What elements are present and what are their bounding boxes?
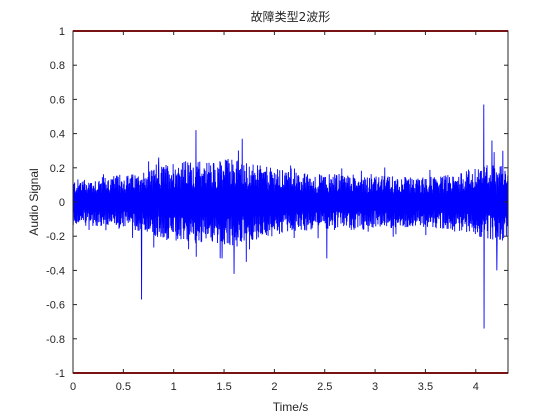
x-tick-label: 2.5 [317,381,332,393]
y-tick-label: 0 [59,197,65,209]
signal-layer [72,104,509,329]
x-tick-label: 3 [372,381,378,393]
x-tick-label: 0.5 [116,381,131,393]
x-tick-label: 2 [271,381,277,393]
chart-title: 故障类型2波形 [251,9,331,24]
x-tick-label: 0 [70,381,76,393]
x-tick-label: 4 [473,381,479,393]
y-tick-label: 0.6 [50,94,65,106]
y-tick-label: 0.8 [50,60,65,72]
x-axis-ticks: 0 0.5 1 1.5 2 2.5 3 3.5 4 [70,31,479,393]
y-tick-label: -0.2 [46,231,65,243]
y-tick-label: -1 [55,368,65,380]
x-tick-label: 1 [171,381,177,393]
y-tick-label: 0.2 [50,163,65,175]
y-tick-label: 1 [59,26,65,38]
x-tick-label: 3.5 [418,381,433,393]
audio-signal-line [72,104,509,329]
y-axis-ticks: -1 -0.8 -0.6 -0.4 -0.2 0 0.2 0.4 0.6 0.8 1 [46,26,508,380]
x-tick-label: 1.5 [216,381,231,393]
y-tick-label: -0.8 [46,334,65,346]
x-axis-label: Time/s [273,400,309,414]
y-tick-label: -0.6 [46,300,65,312]
y-axis-label: Audio Signal [27,168,41,235]
y-tick-label: 0.4 [50,129,65,141]
y-tick-label: -0.4 [46,265,65,277]
